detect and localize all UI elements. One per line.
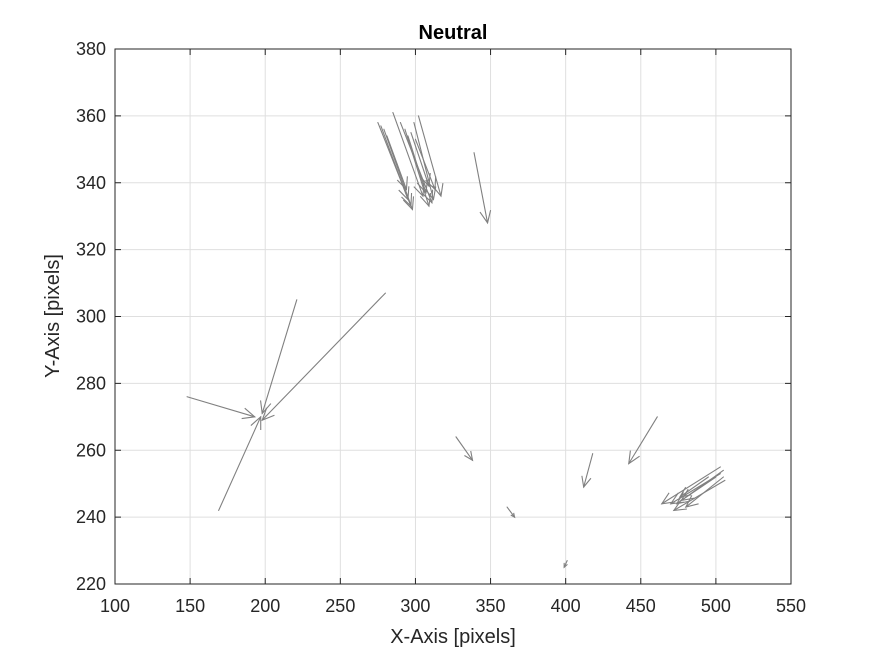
y-tick-label: 380 (76, 39, 106, 59)
x-tick-label: 550 (776, 596, 806, 616)
y-tick-label: 220 (76, 574, 106, 594)
tick-marks (114, 48, 792, 585)
x-tick-label: 300 (400, 596, 430, 616)
x-tick-label: 100 (100, 596, 130, 616)
vector-arrow (563, 560, 568, 569)
x-tick-label: 350 (476, 596, 506, 616)
vector-arrow (678, 476, 709, 498)
vector-arrow (404, 128, 432, 208)
vector-arrow (261, 292, 386, 422)
vector-arrow (380, 125, 410, 201)
x-tick-label: 400 (551, 596, 581, 616)
x-tick-label: 250 (325, 596, 355, 616)
vector-arrow (186, 396, 256, 420)
y-tick-label: 260 (76, 440, 106, 460)
y-tick-label: 320 (76, 240, 106, 260)
vector-arrow (386, 135, 408, 191)
x-tick-label: 450 (626, 596, 656, 616)
x-tick-label: 500 (701, 596, 731, 616)
vector-arrow (684, 476, 724, 508)
vector-arrow (218, 415, 262, 511)
vector-arrow (455, 436, 474, 462)
vector-arrow (414, 138, 437, 191)
y-axis-label: Y-Axis [pixels] (42, 254, 64, 378)
y-tick-label: 240 (76, 507, 106, 527)
vector-field (186, 111, 726, 569)
vector-arrow (628, 416, 658, 465)
x-tick-labels: 100 150 200 250 300 350 400 450 500 550 (100, 596, 806, 616)
vector-arrow (672, 479, 726, 512)
y-tick-label: 360 (76, 106, 106, 126)
x-tick-label: 150 (175, 596, 205, 616)
y-tick-label: 340 (76, 173, 106, 193)
x-tick-label: 200 (250, 596, 280, 616)
y-tick-labels: 220 240 260 280 300 320 340 360 380 (76, 39, 106, 594)
x-axis-label: X-Axis [pixels] (390, 626, 516, 648)
y-tick-label: 300 (76, 307, 106, 327)
vector-arrow (473, 152, 492, 225)
chart-title: Neutral (419, 22, 488, 44)
vector-arrow (660, 466, 721, 505)
vector-arrow (506, 506, 516, 519)
vector-arrow (259, 299, 298, 415)
y-tick-label: 280 (76, 373, 106, 393)
vector-arrow (581, 453, 594, 489)
vector-arrow (383, 128, 415, 211)
